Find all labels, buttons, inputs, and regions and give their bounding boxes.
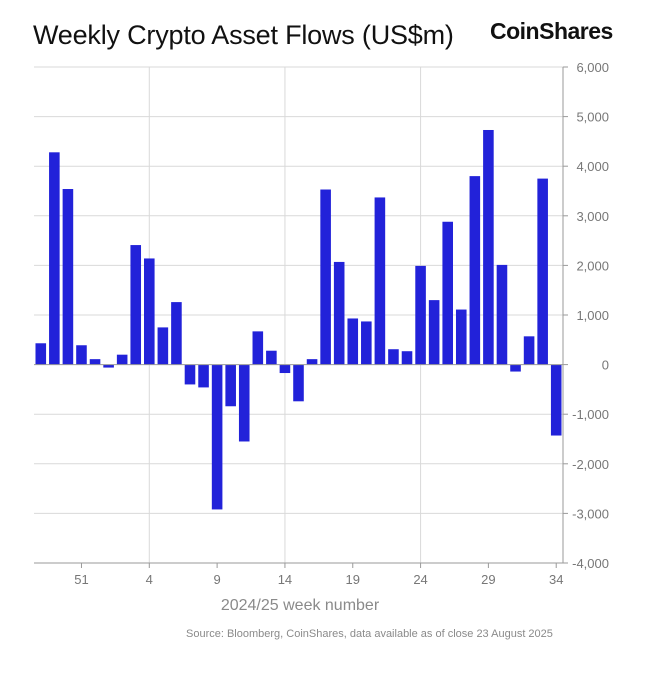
bar-week-13 <box>266 350 277 365</box>
y-axis-ticks: 6,000 5,000 4,000 3,000 2,000 1,000 0 -1,000 -2,… <box>563 60 609 571</box>
bar-week-20 <box>361 321 372 365</box>
bar-week-28 <box>469 176 481 365</box>
x-tick-label: 4 <box>146 572 153 587</box>
bar-week-5 <box>157 327 169 365</box>
bars <box>35 129 562 510</box>
x-tick-label: 51 <box>74 572 88 587</box>
x-tick-label: 29 <box>481 572 495 587</box>
chart-title: Weekly Crypto Asset Flows (US$m) <box>33 20 454 50</box>
bar-week-23 <box>401 351 413 365</box>
bar-week-3 <box>130 245 142 365</box>
y-tick-label: -4,000 <box>572 556 609 571</box>
bar-week-49 <box>49 152 60 365</box>
bar-week-4 <box>144 258 155 365</box>
bar-week-32 <box>523 336 535 365</box>
bar-week-8 <box>198 364 209 388</box>
bar-week-9 <box>211 364 223 510</box>
bar-week-2 <box>116 354 128 365</box>
bar-week-16 <box>306 359 318 365</box>
bar-week-1 <box>103 364 114 368</box>
bar-week-34 <box>550 364 562 436</box>
y-tick-label: 6,000 <box>576 60 609 75</box>
bar-week-19 <box>347 318 359 365</box>
y-tick-label: 3,000 <box>576 209 609 224</box>
bar-week-29 <box>483 129 494 365</box>
bar-week-10 <box>225 364 236 407</box>
bar-week-6 <box>171 302 182 365</box>
bar-week-14 <box>279 364 291 374</box>
bar-week-17 <box>320 189 331 365</box>
bar-week-11 <box>238 364 250 442</box>
x-axis-label: 2024/25 week number <box>221 597 380 614</box>
bar-week-12 <box>252 331 264 365</box>
bar-week-21 <box>374 197 386 365</box>
bar-week-33 <box>537 178 548 365</box>
brand-logo: CoinShares <box>490 18 613 44</box>
y-tick-label: 1,000 <box>576 308 609 323</box>
bar-week-18 <box>333 261 345 365</box>
bar-week-25 <box>428 300 440 365</box>
y-tick-label: 5,000 <box>576 110 609 125</box>
bar-week-50 <box>62 189 74 365</box>
bar-week-51 <box>76 345 87 365</box>
x-tick-label: 34 <box>549 572 563 587</box>
bar-week-22 <box>388 349 399 365</box>
bar-week-24 <box>415 265 426 365</box>
y-tick-label: 4,000 <box>576 159 609 174</box>
x-tick-label: 19 <box>346 572 360 587</box>
bar-week-30 <box>496 264 508 365</box>
x-tick-label: 9 <box>213 572 220 587</box>
bar-week-15 <box>293 364 304 402</box>
source-note: Source: Bloomberg, CoinShares, data avai… <box>186 628 553 640</box>
x-tick-label: 14 <box>278 572 292 587</box>
bar-week-31 <box>510 364 521 372</box>
x-axis-ticks: 51 4 9 14 19 24 29 34 <box>74 563 563 587</box>
y-tick-label: -2,000 <box>572 457 609 472</box>
bar-week-27 <box>455 309 467 365</box>
bar-week-26 <box>442 221 453 365</box>
x-tick-label: 24 <box>413 572 427 587</box>
y-tick-label: -1,000 <box>572 407 609 422</box>
bar-week-48 <box>35 343 47 365</box>
bar-week-7 <box>184 364 196 385</box>
y-tick-label: -3,000 <box>572 506 609 521</box>
y-tick-label: 2,000 <box>576 258 609 273</box>
bar-week-52 <box>89 359 101 365</box>
y-tick-label: 0 <box>602 358 609 373</box>
